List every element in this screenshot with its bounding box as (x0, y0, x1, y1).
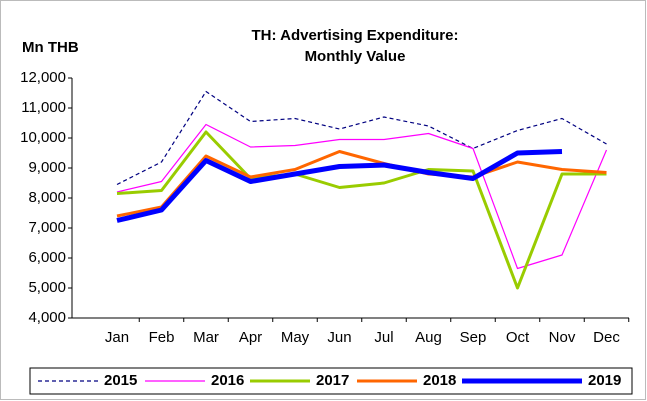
y-tick-label: 12,000 (20, 69, 66, 86)
x-tick-label: Jul (374, 329, 393, 346)
x-tick-label: Feb (149, 329, 175, 346)
line-series (116, 150, 607, 218)
legend-label: 2019 (588, 372, 621, 389)
x-tick-label: Nov (549, 329, 576, 346)
legend-label: 2018 (423, 372, 456, 389)
y-tick-label: 9,000 (28, 159, 66, 176)
line-series (116, 90, 607, 186)
line-series (116, 149, 563, 223)
y-tick-label: 10,000 (20, 129, 66, 146)
x-tick-label: Aug (415, 329, 442, 346)
y-tick-label: 6,000 (28, 249, 66, 266)
x-tick-label: Jun (327, 329, 351, 346)
x-tick-label: May (281, 329, 310, 346)
y-axis-label: Mn THB (22, 39, 79, 56)
x-tick-label: Jan (105, 329, 129, 346)
x-tick-label: Oct (506, 329, 530, 346)
chart-title: Monthly Value (305, 48, 406, 65)
y-tick-label: 8,000 (28, 189, 66, 206)
legend-label: 2016 (211, 372, 244, 389)
line-series (116, 130, 607, 290)
y-tick-label: 7,000 (28, 219, 66, 236)
x-tick-label: Apr (239, 329, 262, 346)
x-tick-label: Dec (593, 329, 620, 346)
chart-title: TH: Advertising Expenditure: (252, 27, 459, 44)
legend-label: 2015 (104, 372, 137, 389)
x-tick-label: Sep (460, 329, 487, 346)
x-tick-label: Mar (193, 329, 219, 346)
y-tick-label: 4,000 (28, 309, 66, 326)
y-tick-label: 11,000 (21, 99, 66, 116)
y-tick-label: 5,000 (28, 279, 66, 296)
legend-label: 2017 (316, 372, 349, 389)
